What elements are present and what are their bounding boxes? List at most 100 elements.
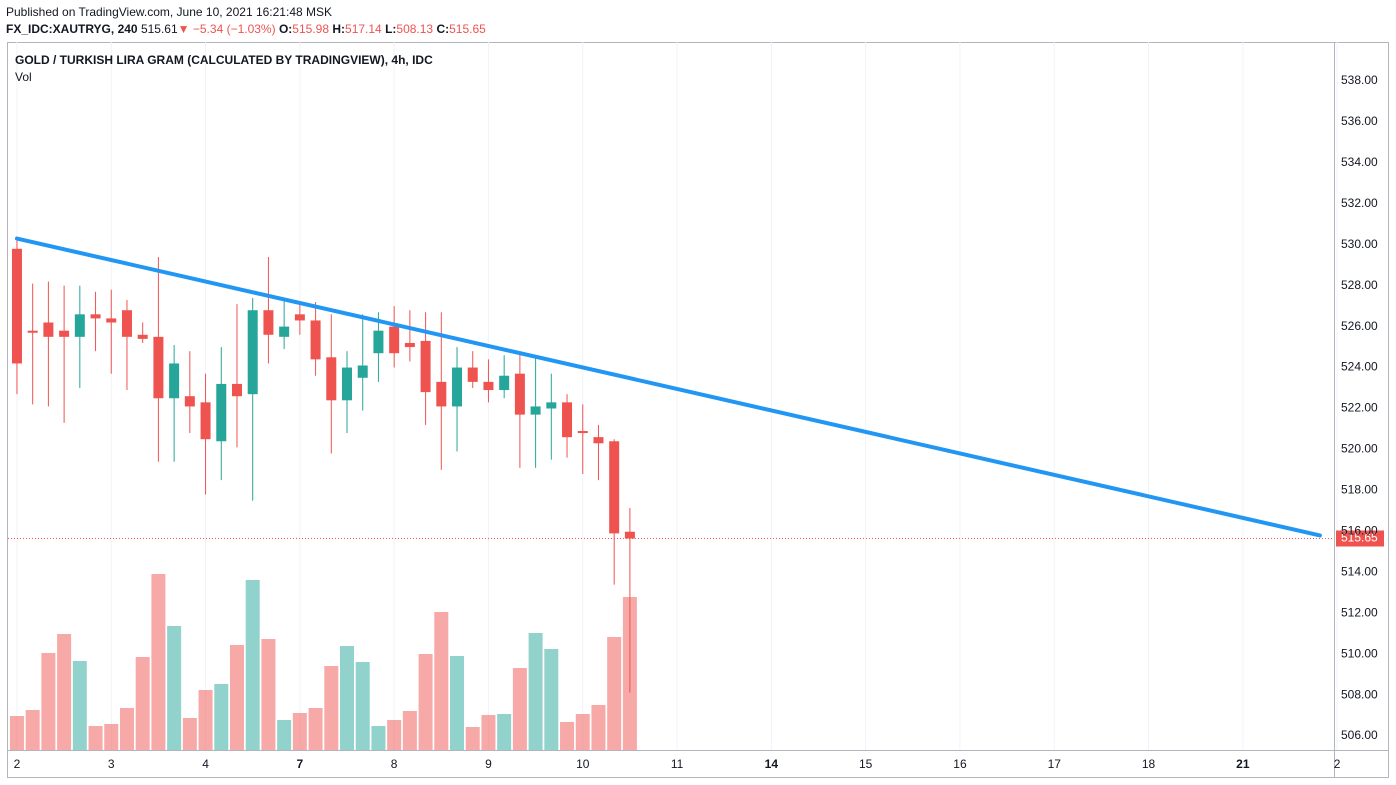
volume-bar [324,666,339,750]
volume-bar [9,716,24,750]
c-label: C: [436,22,450,36]
l-label: L: [385,22,397,36]
candle-body [263,310,274,335]
o-label: O: [278,22,293,36]
x-tick-label: 14 [765,757,779,771]
volume-bar [402,711,417,750]
y-tick-label: 510.00 [1341,646,1378,660]
volume-bar [591,705,606,750]
volume-bar [481,715,496,750]
candle-body [90,314,101,319]
y-tick-label: 524.00 [1341,360,1378,374]
trend-line [14,236,1322,538]
candle-body [137,334,148,339]
volume-bar [57,634,72,750]
candle-body [609,441,620,534]
candle-body [593,437,604,444]
x-tick-label: 2 [14,757,21,771]
volume-bar [340,646,355,750]
symbol-line: FX_IDC:XAUTRYG, 240 515.61▼ −5.34 (−1.03… [6,22,486,36]
chart-frame [7,42,1389,778]
candle-body [326,357,337,401]
x-tick-label: 8 [391,757,398,771]
y-tick-label: 534.00 [1341,155,1378,169]
volume-bar [560,722,575,750]
candle-body [106,318,117,323]
change: −5.34 (−1.03%) [192,22,276,36]
candle-body [184,396,195,407]
x-tick-label: 11 [671,757,684,771]
x-tick-label: 4 [202,757,209,771]
volume-bar [167,626,182,750]
volume-bar [418,654,433,750]
candle-body [577,431,588,434]
y-tick-label: 522.00 [1341,401,1378,415]
volume-bar [355,662,370,750]
volume-bar [198,690,213,750]
candle-body [499,375,510,391]
volume-bar [104,724,119,750]
volume-bar [88,726,103,750]
volume-bar [544,649,559,750]
candle-body [562,402,573,438]
last-price-label: 515.65 [1341,531,1378,545]
candle-body [153,336,164,399]
volume-bar [214,684,229,750]
open: 515.98 [292,22,329,36]
y-tick-label: 518.00 [1341,483,1378,497]
candle-body [530,406,541,415]
x-tick-label: 3 [108,757,115,771]
volume-bar [497,714,512,750]
high: 517.14 [345,22,382,36]
volume-bar [229,645,244,750]
volume-bar [387,720,402,750]
volume-bar [465,727,480,750]
h-label: H: [332,22,346,36]
x-tick-label: 9 [485,757,492,771]
x-tick-label: 16 [953,757,967,771]
volume-bar [512,668,527,750]
y-tick-label: 520.00 [1341,442,1378,456]
close: 515.65 [449,22,486,36]
volume-bar [607,637,622,750]
symbol: FX_IDC:XAUTRYG, 240 [6,22,138,36]
candle-body [389,326,400,354]
volume-bar [261,639,276,750]
volume-bar [151,574,166,750]
candle-body [373,330,384,354]
volume-bar [182,718,197,750]
volume-bar [450,656,465,750]
volume-bar [72,661,87,750]
volume-bar [41,653,56,750]
last-price-tag [1336,530,1384,547]
candle-body [43,322,54,337]
y-tick-label: 514.00 [1341,564,1378,578]
volume-bar [528,633,543,750]
candle-body [216,383,227,442]
y-tick-label: 536.00 [1341,114,1378,128]
candle-body [342,367,353,401]
low: 508.13 [396,22,434,36]
x-tick-label: 2 [1334,757,1341,771]
volume-bar [245,580,260,750]
volume-label: Vol [15,70,32,84]
candle-body [279,326,290,337]
y-tick-label: 528.00 [1341,278,1378,292]
volume-bar [575,714,590,750]
volume-bar [135,657,150,750]
candle-body [121,310,132,337]
candle-body [169,363,180,399]
x-tick-label: 18 [1142,757,1156,771]
candle-body [467,367,478,382]
y-tick-label: 508.00 [1341,687,1378,701]
candle-body [436,381,447,407]
candle-body [624,531,635,539]
volume-bar [25,710,40,750]
candle-body [294,314,305,321]
candle-body [59,330,70,337]
candle-body [247,310,258,395]
candle-body [74,314,85,337]
candle-body [11,248,22,364]
arrow: ▼ [177,22,190,36]
